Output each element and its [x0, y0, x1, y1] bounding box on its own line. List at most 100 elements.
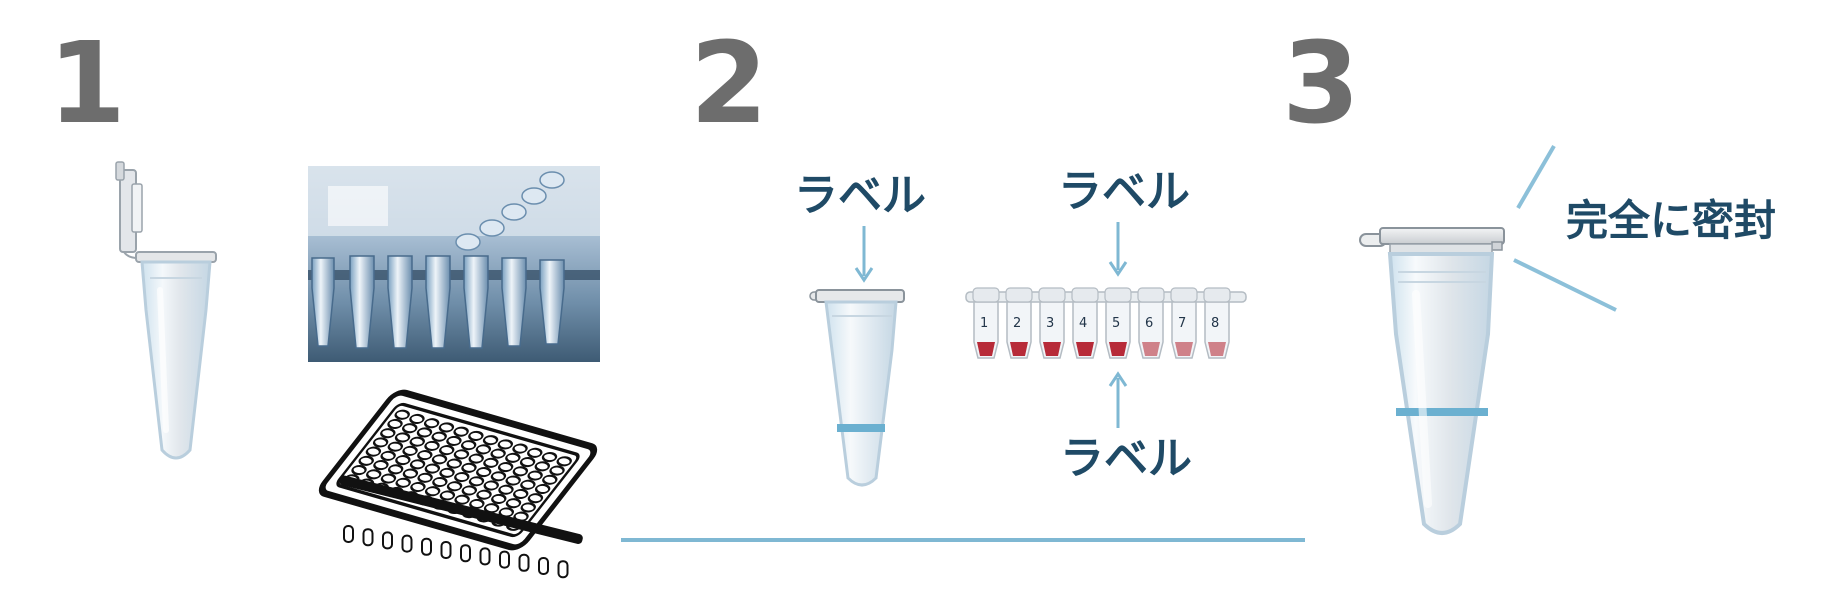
seal-label-text: 完全に密封 [1566, 196, 1777, 245]
strip-tube-number: 6 [1145, 316, 1154, 331]
plate-well [409, 413, 425, 425]
plate-well [512, 443, 528, 454]
plate-well [387, 418, 403, 430]
plate-well [431, 431, 447, 442]
plate-well [380, 450, 396, 461]
labeled-tube-icon [809, 289, 905, 487]
strip-tubes-photo [308, 166, 600, 362]
plate-well [454, 471, 470, 483]
plate-well [468, 430, 484, 441]
plate-well [424, 440, 440, 451]
plate-well [461, 485, 478, 496]
strip-tube-number: 1 [980, 316, 989, 331]
plate-well [417, 450, 433, 461]
plate-well [358, 455, 374, 466]
plate-well [417, 472, 433, 483]
plate-well [490, 471, 507, 482]
plate-well [498, 484, 514, 495]
plate-well [461, 462, 477, 473]
plate-well [387, 441, 404, 452]
open-tube-icon [115, 161, 217, 460]
plate-well [395, 477, 411, 488]
connector-line [621, 538, 1305, 542]
sample-liquid [1109, 342, 1127, 356]
plate-well [497, 462, 514, 473]
plate-well [446, 481, 463, 492]
strip-tube-cap [1170, 287, 1198, 303]
plate-well [475, 444, 492, 455]
plate-well [387, 464, 404, 475]
plate-skirt-tooth [362, 528, 374, 547]
plate-skirt-tooth [440, 541, 452, 559]
strip-bottom-label-text: ラベル [1060, 433, 1192, 484]
plate-well [453, 449, 470, 460]
plate-well [439, 490, 456, 501]
plate-well [534, 483, 551, 495]
seal-rays-icon [1513, 144, 1617, 312]
strip-tube-cap [1137, 287, 1165, 303]
plate-well [490, 448, 506, 459]
plate-well [372, 437, 389, 448]
plate-well [527, 470, 543, 481]
plate-well [527, 447, 543, 458]
plate-well [453, 426, 469, 437]
plate-skirt-tooth [382, 531, 393, 550]
strip-tube-cap [1203, 287, 1231, 303]
plate-well [497, 439, 514, 450]
plate-well [460, 440, 477, 451]
plate-well [482, 435, 499, 446]
step-3-number: 3 [1282, 19, 1360, 149]
plate-skirt-tooth [518, 553, 530, 572]
sample-liquid [1208, 342, 1226, 356]
plate-skirt-tooth [343, 525, 354, 543]
plate-well [483, 480, 499, 491]
plate-well [402, 445, 418, 456]
plate-well [423, 418, 440, 429]
plate-well [519, 457, 536, 468]
plate-well [409, 436, 425, 447]
plate-well [527, 493, 544, 504]
strip-tube-cap [972, 287, 1000, 303]
strip-tube-cap [1071, 287, 1099, 303]
plate-well [373, 460, 389, 471]
plate-well [365, 446, 382, 457]
plate-well [424, 486, 441, 497]
plate-skirt-tooth [479, 547, 491, 566]
plate-skirt-tooth [460, 544, 471, 563]
plate-well [541, 452, 558, 463]
plate-well [380, 473, 397, 484]
strip-tube-number: 3 [1046, 316, 1055, 331]
sample-liquid [1076, 342, 1094, 356]
plate-well [542, 474, 558, 485]
plate-well [491, 493, 507, 505]
plate-well [520, 479, 536, 490]
strip-tube-number: 2 [1013, 316, 1022, 331]
plate-well [483, 457, 499, 468]
plate-well [409, 459, 426, 470]
sealed-tube-icon [1359, 227, 1505, 535]
plate-well [439, 445, 455, 456]
sample-liquid [1175, 342, 1193, 356]
plate-well [446, 458, 462, 469]
plate-well [468, 453, 484, 464]
plate-well [366, 469, 382, 480]
plate-well [505, 498, 522, 509]
sample-liquid [977, 342, 995, 356]
strip-tube-number: 4 [1079, 316, 1088, 331]
plate-skirt-tooth [499, 550, 510, 569]
strip-top-label-text: ラベル [1058, 166, 1190, 217]
plate-well [513, 488, 529, 500]
plate-well [512, 466, 529, 477]
plate-well [395, 455, 411, 466]
sample-liquid [1010, 342, 1028, 356]
plate-well [351, 465, 367, 476]
plate-well [416, 427, 433, 438]
strip-tube-cap [1038, 287, 1066, 303]
sample-liquid [1043, 342, 1061, 356]
plate-well [556, 456, 572, 467]
arrow-down-icon [1108, 222, 1128, 277]
labeled-strip-tubes: 1 2 3 4 5 6 7 8 [965, 287, 1247, 364]
plate-skirt-tooth [557, 560, 569, 579]
plate-well [431, 454, 448, 465]
arrow-down-icon [854, 226, 874, 283]
